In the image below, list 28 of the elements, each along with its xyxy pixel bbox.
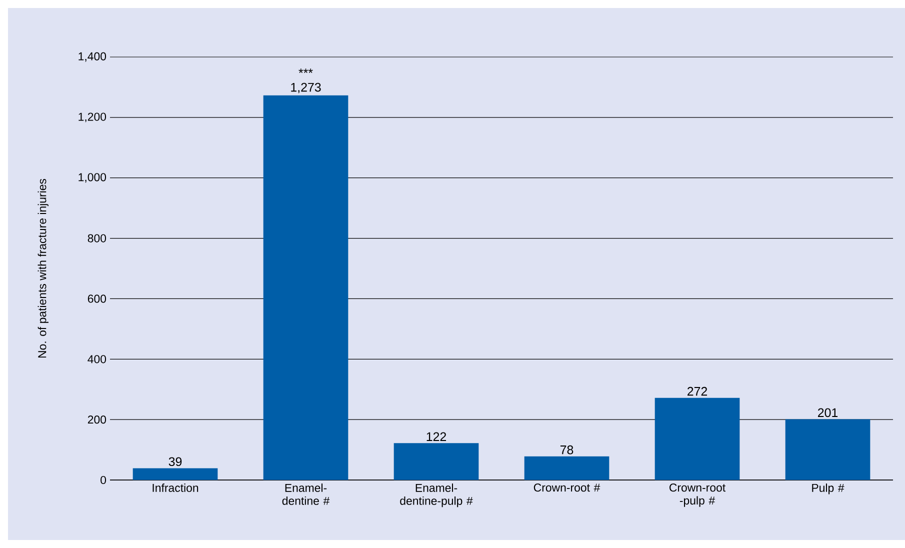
- data-label: 201: [818, 408, 838, 418]
- annotation: ***: [298, 68, 313, 73]
- data-label: 122: [426, 432, 446, 441]
- data-label: 1,273: [291, 82, 321, 94]
- y-tick-label: 200: [88, 416, 106, 424]
- y-tick-label: 1,200: [78, 112, 106, 122]
- y-tick-label: 800: [88, 234, 106, 242]
- bar: [524, 456, 610, 480]
- y-tick-label: 600: [88, 294, 106, 303]
- x-tick-label: Enamel-dentine-pulp #: [400, 484, 473, 508]
- x-tick-label: Infraction: [152, 484, 198, 492]
- x-tick-label: Crown-root -pulp #: [670, 484, 726, 507]
- x-tick-label: Crown-root #: [534, 484, 600, 492]
- y-tick-label: 0: [100, 476, 106, 484]
- x-tick-label: Pulp #: [812, 484, 844, 494]
- bar: [263, 95, 348, 480]
- x-tick-label: Enamel-dentine #: [282, 484, 330, 505]
- bar: [785, 419, 870, 480]
- y-tick-label: 400: [88, 355, 106, 364]
- y-axis-title: No. of patients with fracture injuries: [38, 178, 48, 358]
- data-label: 272: [687, 386, 708, 396]
- bar: [394, 443, 479, 480]
- data-label: 39: [168, 457, 182, 466]
- y-tick-label: 1,000: [78, 173, 106, 183]
- data-label: 78: [560, 445, 574, 454]
- bar: [132, 468, 218, 480]
- bar: [654, 398, 740, 480]
- y-tick-label: 1,400: [78, 52, 106, 62]
